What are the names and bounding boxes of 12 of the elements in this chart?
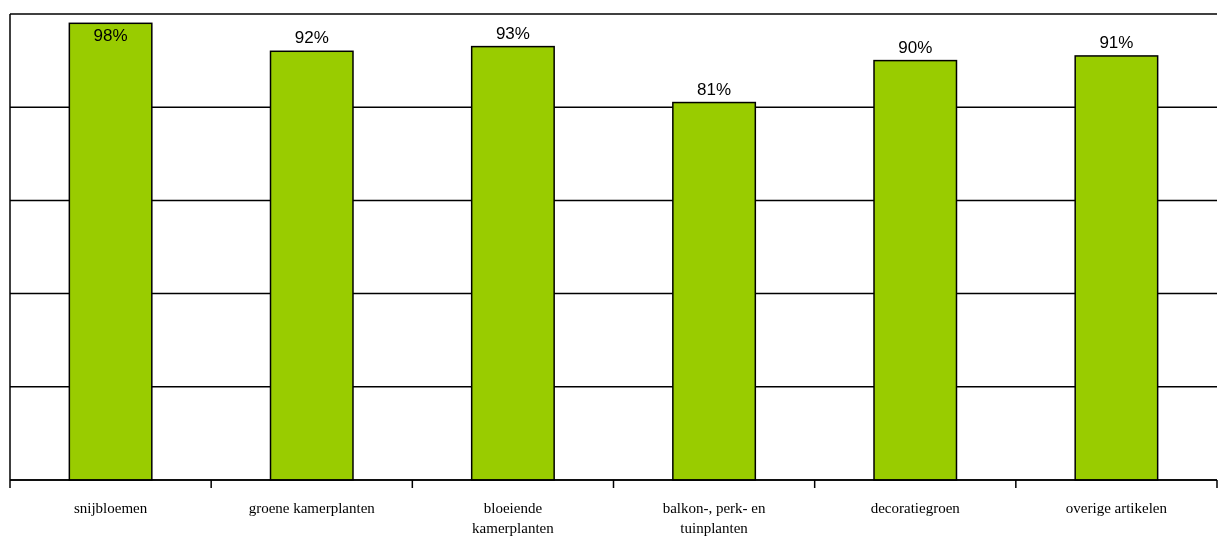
x-tick-label: balkon-, perk- en tuinplanten: [662, 500, 767, 536]
data-label: 81%: [697, 79, 732, 99]
x-tick-label: bloeiende kamerplanten: [472, 500, 555, 536]
x-tick-label: snijbloemen: [73, 500, 148, 516]
data-label: 91%: [1099, 32, 1134, 52]
x-tick-label: overige artikelen: [1065, 500, 1168, 516]
data-label: 90%: [898, 37, 933, 57]
x-tick-label: groene kamerplanten: [248, 500, 376, 516]
x-tick-label: decoratiegroen: [870, 500, 961, 516]
data-label: 93%: [495, 23, 530, 43]
data-label: 92%: [294, 28, 329, 48]
data-label: 98%: [93, 26, 128, 46]
